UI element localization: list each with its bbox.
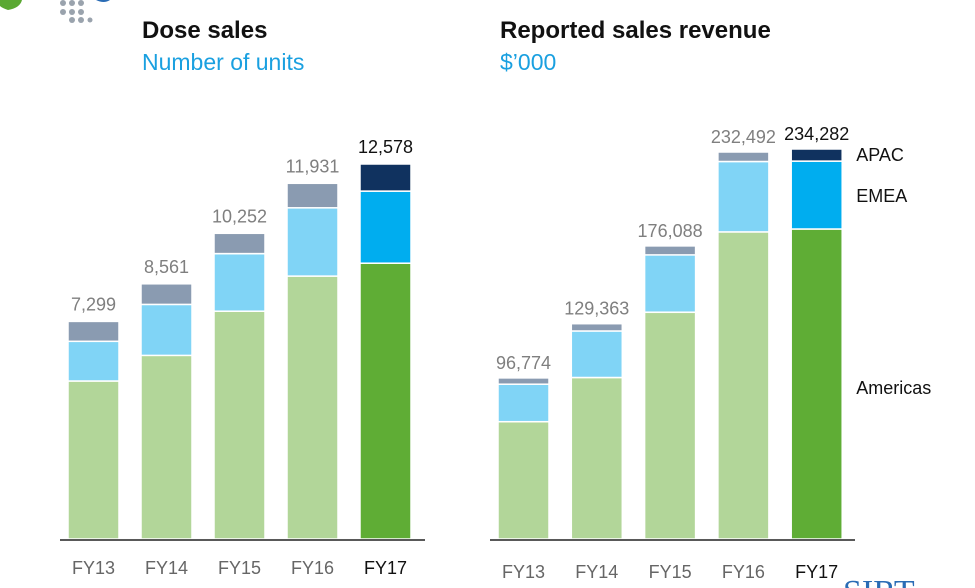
right-chart-title: Reported sales revenue [500, 17, 771, 44]
category-label-fy16: FY16 [722, 562, 765, 582]
bar-segment-americas-fy15 [643, 311, 697, 540]
bar-segment-emea-fy15 [643, 254, 697, 313]
total-label-fy17: 12,578 [358, 137, 413, 157]
bar-segment-apac-fy14 [140, 283, 193, 306]
bar-segment-apac-fy17 [359, 163, 412, 192]
category-label-fy14: FY14 [575, 562, 618, 582]
bar-segment-americas-fy13 [67, 380, 120, 540]
right-chart-subtitle: $’000 [500, 49, 556, 75]
bar-segment-americas-fy16 [286, 275, 339, 540]
bar-segment-emea-fy13 [497, 383, 550, 423]
sales-revenue-plot: 96,774 FY13 129,363 FY14 176,088 FY15 232,492 F… [490, 124, 855, 582]
bar-segment-americas-fy16 [717, 231, 770, 540]
total-label-fy15: 10,252 [212, 206, 267, 226]
total-label-fy17: 234,282 [784, 124, 849, 144]
total-label-fy14: 8,561 [144, 257, 189, 277]
left-chart-title: Dose sales [142, 17, 267, 44]
bar-segment-americas-fy14 [140, 354, 193, 540]
bar-segment-emea-fy14 [140, 303, 193, 357]
bar-segment-apac-fy16 [286, 182, 339, 209]
bar-segment-apac-fy13 [67, 320, 120, 343]
bar-segment-emea-fy15 [213, 252, 266, 312]
category-label-fy15: FY15 [649, 562, 692, 582]
legend-entry-apac: APAC [856, 145, 904, 165]
bar-segment-americas-fy17 [359, 262, 412, 540]
revenue-legend: APAC EMEA Americas [856, 145, 931, 398]
category-label-fy17: FY17 [364, 558, 407, 578]
bar-segment-apac-fy14 [570, 322, 624, 332]
category-label-fy16: FY16 [291, 558, 334, 578]
category-label-fy15: FY15 [218, 558, 261, 578]
category-label-fy17: FY17 [795, 562, 838, 582]
bar-segment-emea-fy17 [790, 160, 843, 230]
dotted-globe-logo-icon [0, 0, 110, 23]
bar-segment-emea-fy14 [570, 330, 624, 379]
bar-segment-emea-fy16 [286, 207, 339, 277]
category-label-fy13: FY13 [72, 558, 115, 578]
left-chart-subtitle: Number of units [142, 49, 304, 75]
total-label-fy16: 232,492 [711, 127, 776, 147]
bar-segment-emea-fy16 [717, 160, 770, 233]
bar-segment-americas-fy13 [497, 420, 550, 540]
bar-segment-apac-fy17 [790, 148, 843, 162]
bar-segment-americas-fy14 [570, 376, 624, 540]
category-label-fy14: FY14 [145, 558, 188, 578]
dose-sales-plot: 7,299 FY13 8,561 FY14 10,252 FY15 11,931 FY16 12… [60, 137, 425, 578]
bar-segment-emea-fy17 [359, 190, 412, 264]
bar-segment-emea-fy13 [67, 340, 120, 382]
total-label-fy14: 129,363 [564, 299, 629, 319]
bar-segment-americas-fy15 [213, 310, 266, 540]
total-label-fy16: 11,931 [286, 156, 340, 176]
total-label-fy15: 176,088 [638, 221, 703, 241]
bar-segment-americas-fy17 [790, 228, 843, 540]
bar-segment-apac-fy15 [643, 245, 697, 256]
legend-entry-emea: EMEA [856, 186, 907, 206]
bar-segment-apac-fy16 [717, 151, 770, 163]
legend-entry-americas: Americas [856, 378, 931, 398]
category-label-fy13: FY13 [502, 562, 545, 582]
bar-segment-apac-fy13 [497, 377, 550, 385]
bar-segment-apac-fy15 [213, 232, 266, 255]
total-label-fy13: 96,774 [496, 353, 551, 373]
watermark-text: SIRT [843, 574, 915, 588]
total-label-fy13: 7,299 [71, 294, 116, 314]
